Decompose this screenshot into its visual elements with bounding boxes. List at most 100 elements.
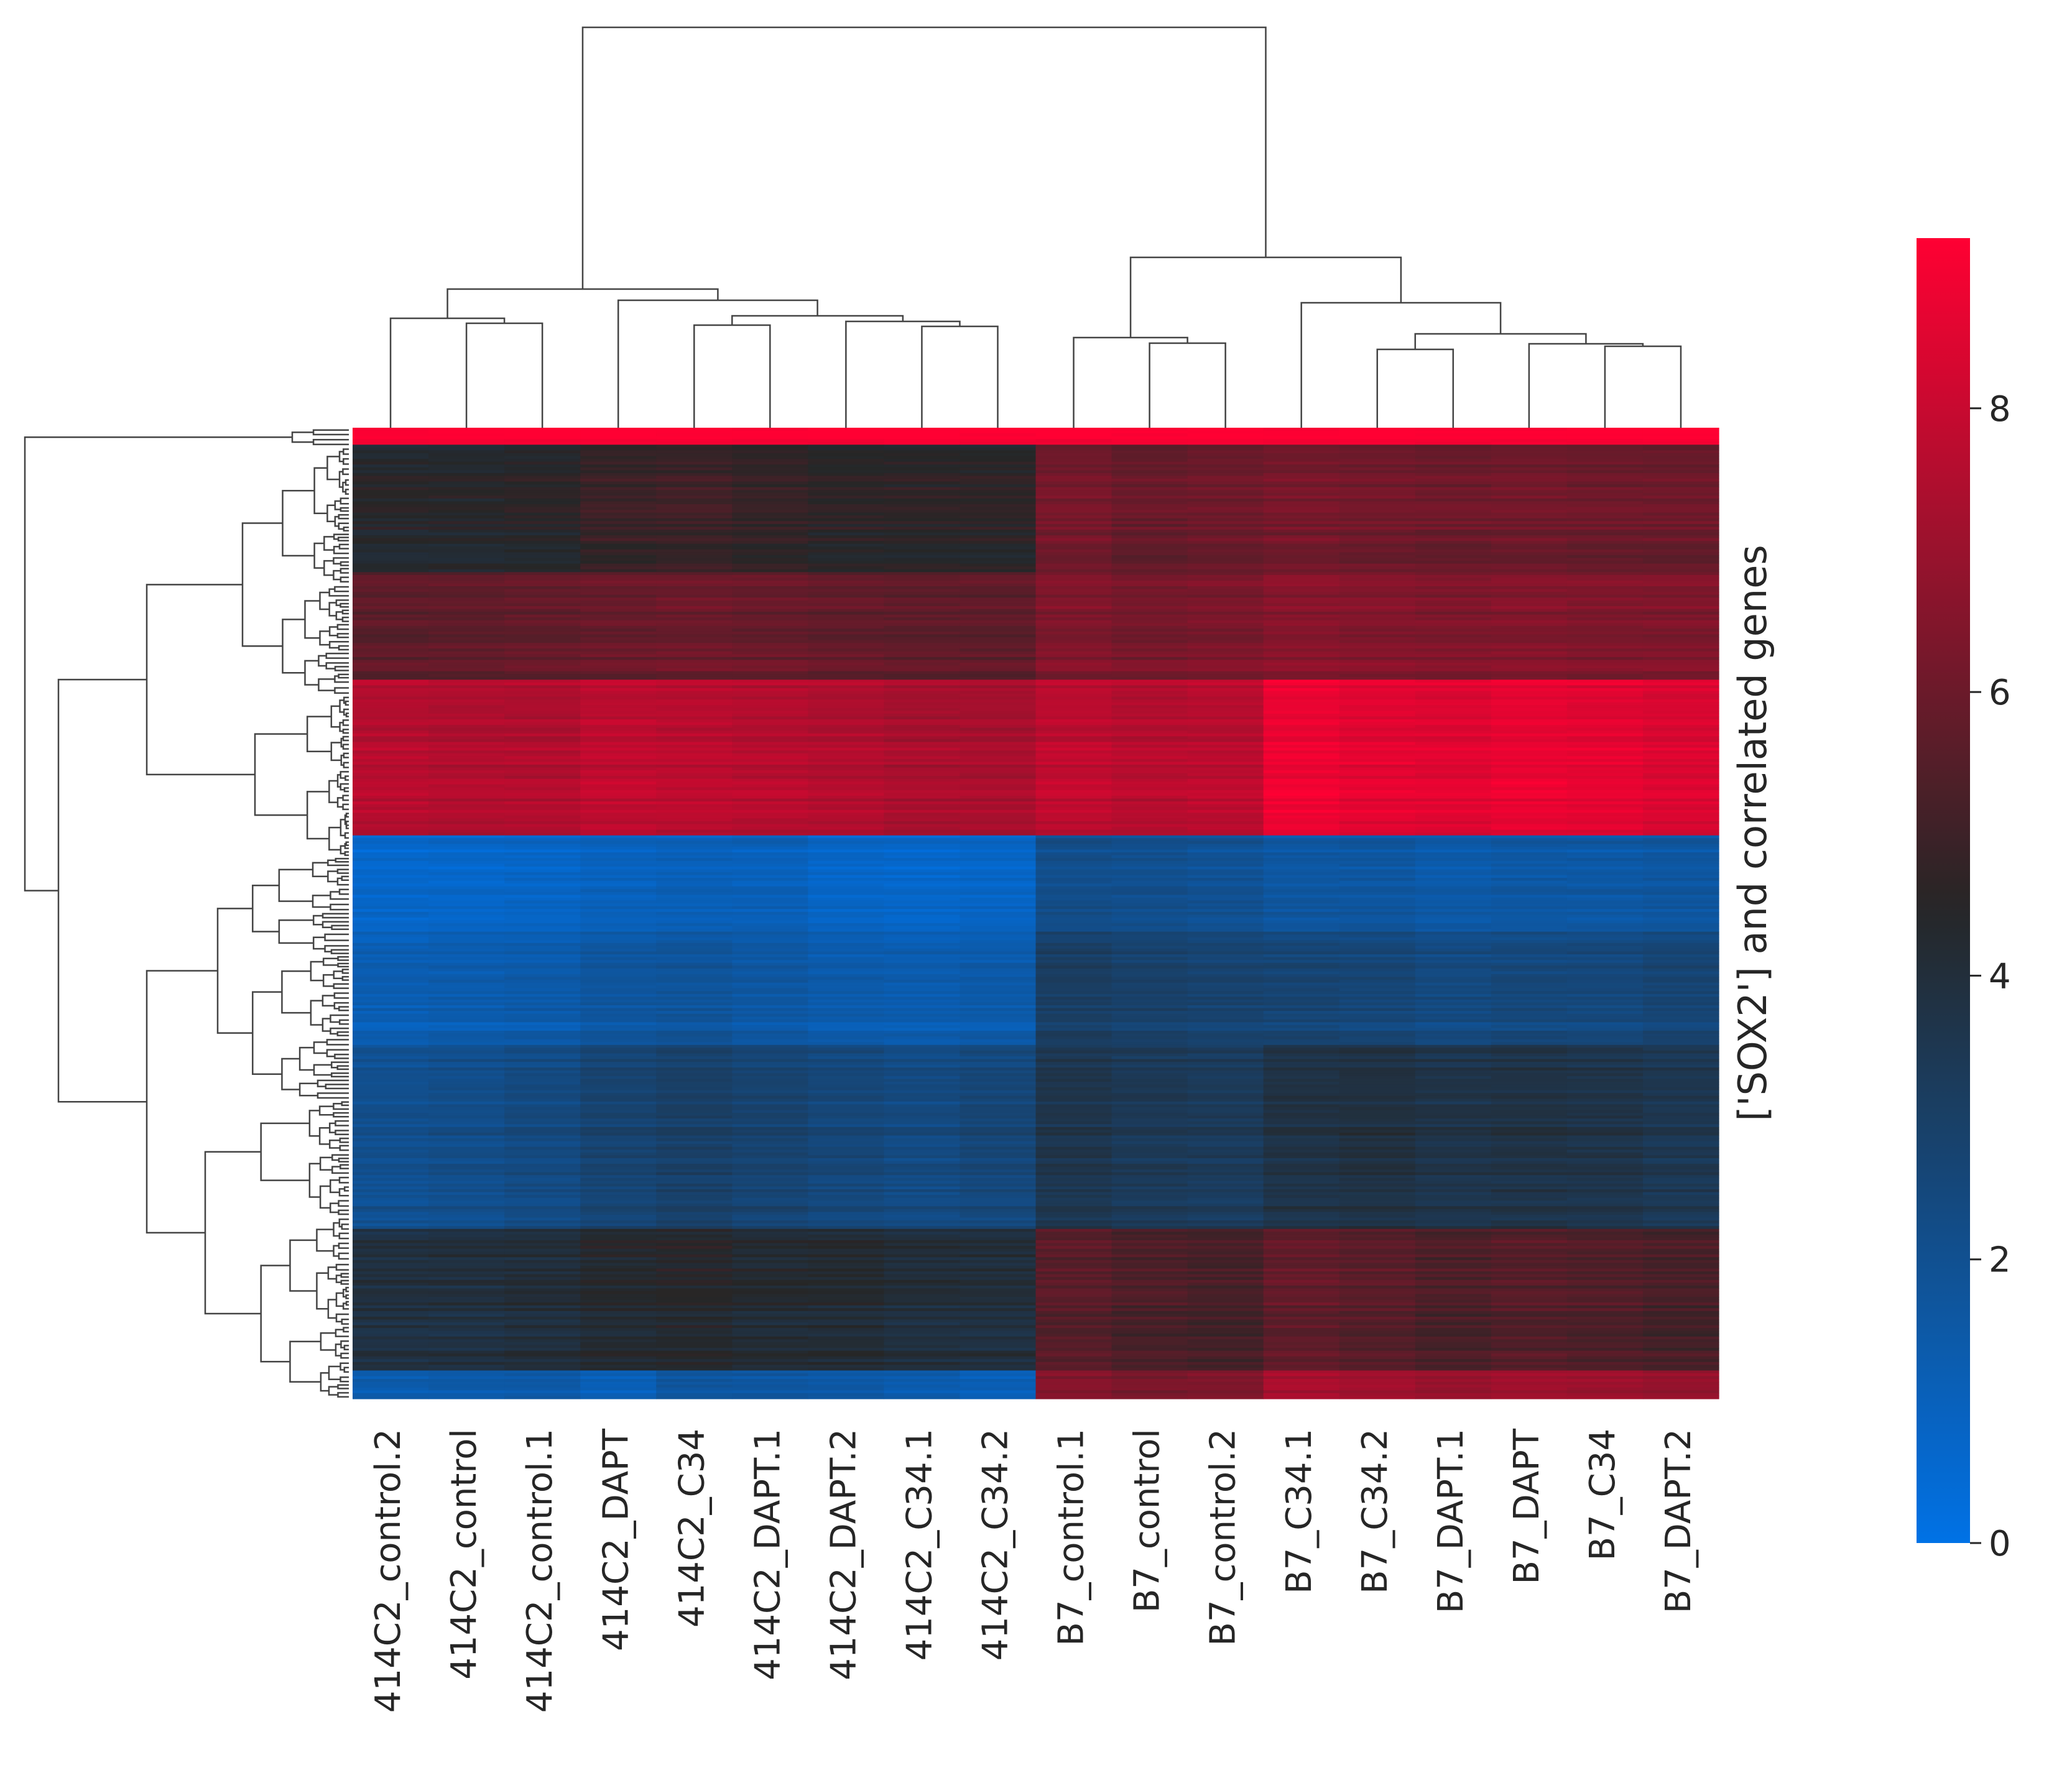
heatmap-cell bbox=[884, 1073, 961, 1077]
heatmap-cell bbox=[1642, 895, 1719, 898]
heatmap-cell bbox=[1263, 459, 1340, 463]
heatmap-cell bbox=[1035, 903, 1112, 907]
heatmap-cell bbox=[353, 923, 429, 927]
heatmap-cell bbox=[656, 838, 733, 842]
heatmap-cell bbox=[353, 841, 429, 845]
heatmap-cell bbox=[732, 1141, 808, 1145]
heatmap-cell bbox=[1187, 580, 1264, 584]
heatmap-cell bbox=[353, 920, 429, 924]
heatmap-cell bbox=[1339, 453, 1416, 457]
heatmap-cell bbox=[1415, 747, 1492, 751]
heatmap-cell bbox=[884, 903, 961, 907]
heatmap-cell bbox=[1263, 549, 1340, 553]
heatmap-cell bbox=[504, 541, 581, 545]
heatmap-cell bbox=[1187, 827, 1264, 831]
heatmap-cell bbox=[1566, 804, 1644, 808]
heatmap-cell bbox=[884, 1141, 961, 1145]
heatmap-cell bbox=[960, 657, 1037, 661]
heatmap-cell bbox=[504, 583, 581, 587]
heatmap-cell bbox=[732, 617, 808, 621]
heatmap-cell bbox=[656, 625, 733, 629]
heatmap-cell bbox=[1263, 1104, 1340, 1108]
heatmap-cell bbox=[1263, 815, 1340, 819]
heatmap-cell bbox=[884, 578, 961, 581]
heatmap-cell bbox=[1263, 798, 1340, 802]
heatmap-cell bbox=[1111, 923, 1188, 927]
heatmap-cell bbox=[960, 1138, 1037, 1142]
heatmap-cell bbox=[960, 495, 1037, 499]
heatmap-cell bbox=[884, 942, 961, 946]
heatmap-cell bbox=[1566, 470, 1644, 474]
heatmap-cell bbox=[656, 707, 733, 711]
heatmap-cell bbox=[884, 796, 961, 799]
heatmap-cell bbox=[1035, 866, 1112, 870]
heatmap-cell bbox=[884, 773, 961, 776]
heatmap-cell bbox=[1566, 688, 1644, 692]
heatmap-cell bbox=[1642, 634, 1719, 638]
heatmap-cell bbox=[428, 512, 505, 516]
heatmap-cell bbox=[428, 705, 505, 709]
heatmap-cell bbox=[1339, 880, 1416, 884]
heatmap-cell bbox=[732, 897, 808, 901]
heatmap-cell bbox=[884, 1104, 961, 1108]
heatmap-cell bbox=[1642, 742, 1719, 745]
heatmap-cell bbox=[960, 662, 1037, 666]
heatmap-cell bbox=[1566, 736, 1644, 740]
heatmap-cell bbox=[504, 529, 581, 533]
heatmap-cell bbox=[1415, 1172, 1492, 1176]
heatmap-cell bbox=[1566, 767, 1644, 771]
heatmap-cell bbox=[1035, 662, 1112, 666]
heatmap-cell bbox=[1339, 796, 1416, 799]
heatmap-cell bbox=[353, 1084, 429, 1088]
heatmap-cell bbox=[1339, 1053, 1416, 1057]
heatmap-cell bbox=[1187, 866, 1264, 870]
heatmap-cell bbox=[960, 1200, 1037, 1204]
heatmap-cell bbox=[580, 688, 657, 692]
heatmap-cell bbox=[1339, 977, 1416, 980]
heatmap-cell bbox=[1263, 441, 1340, 445]
heatmap-cell bbox=[732, 552, 808, 556]
heatmap-cell bbox=[1642, 606, 1719, 610]
heatmap-cell bbox=[732, 747, 808, 751]
heatmap-cell bbox=[656, 456, 733, 459]
heatmap-cell bbox=[1339, 895, 1416, 898]
heatmap-cell bbox=[884, 880, 961, 884]
heatmap-cell bbox=[1642, 790, 1719, 794]
heatmap-cell bbox=[808, 668, 884, 672]
heatmap-cell bbox=[732, 920, 808, 924]
heatmap-cell bbox=[1263, 428, 1340, 431]
heatmap-cell bbox=[1111, 844, 1188, 847]
heatmap-cell bbox=[960, 892, 1037, 895]
heatmap-cell bbox=[353, 991, 429, 995]
heatmap-cell bbox=[656, 510, 733, 514]
heatmap-cell bbox=[1111, 1036, 1188, 1040]
heatmap-cell bbox=[656, 1005, 733, 1009]
heatmap-cell bbox=[960, 889, 1037, 893]
heatmap-cell bbox=[1415, 770, 1492, 774]
heatmap-cell bbox=[1566, 770, 1644, 774]
heatmap-cell bbox=[1111, 625, 1188, 629]
heatmap-cell bbox=[1111, 589, 1188, 592]
heatmap-cell bbox=[656, 841, 733, 845]
heatmap-cell bbox=[1642, 1022, 1719, 1026]
heatmap-cell bbox=[960, 1110, 1037, 1113]
heatmap-cell bbox=[580, 512, 657, 516]
heatmap-cell bbox=[580, 1099, 657, 1102]
heatmap-cell bbox=[1415, 464, 1492, 468]
heatmap-cell bbox=[580, 900, 657, 904]
heatmap-cell bbox=[656, 900, 733, 904]
heatmap-cell bbox=[960, 1183, 1037, 1187]
heatmap-cell bbox=[353, 1079, 429, 1082]
heatmap-cell bbox=[504, 1132, 581, 1136]
heatmap-cell bbox=[1415, 552, 1492, 556]
heatmap-cell bbox=[428, 1013, 505, 1017]
heatmap-cell bbox=[1263, 869, 1340, 873]
heatmap-cell bbox=[1642, 623, 1719, 627]
heatmap-cell bbox=[1339, 464, 1416, 468]
heatmap-cell bbox=[1339, 643, 1416, 647]
heatmap-cell bbox=[960, 441, 1037, 445]
heatmap-cell bbox=[808, 895, 884, 898]
heatmap-cell bbox=[656, 594, 733, 598]
heatmap-cell bbox=[884, 447, 961, 451]
heatmap-cell bbox=[1263, 727, 1340, 731]
